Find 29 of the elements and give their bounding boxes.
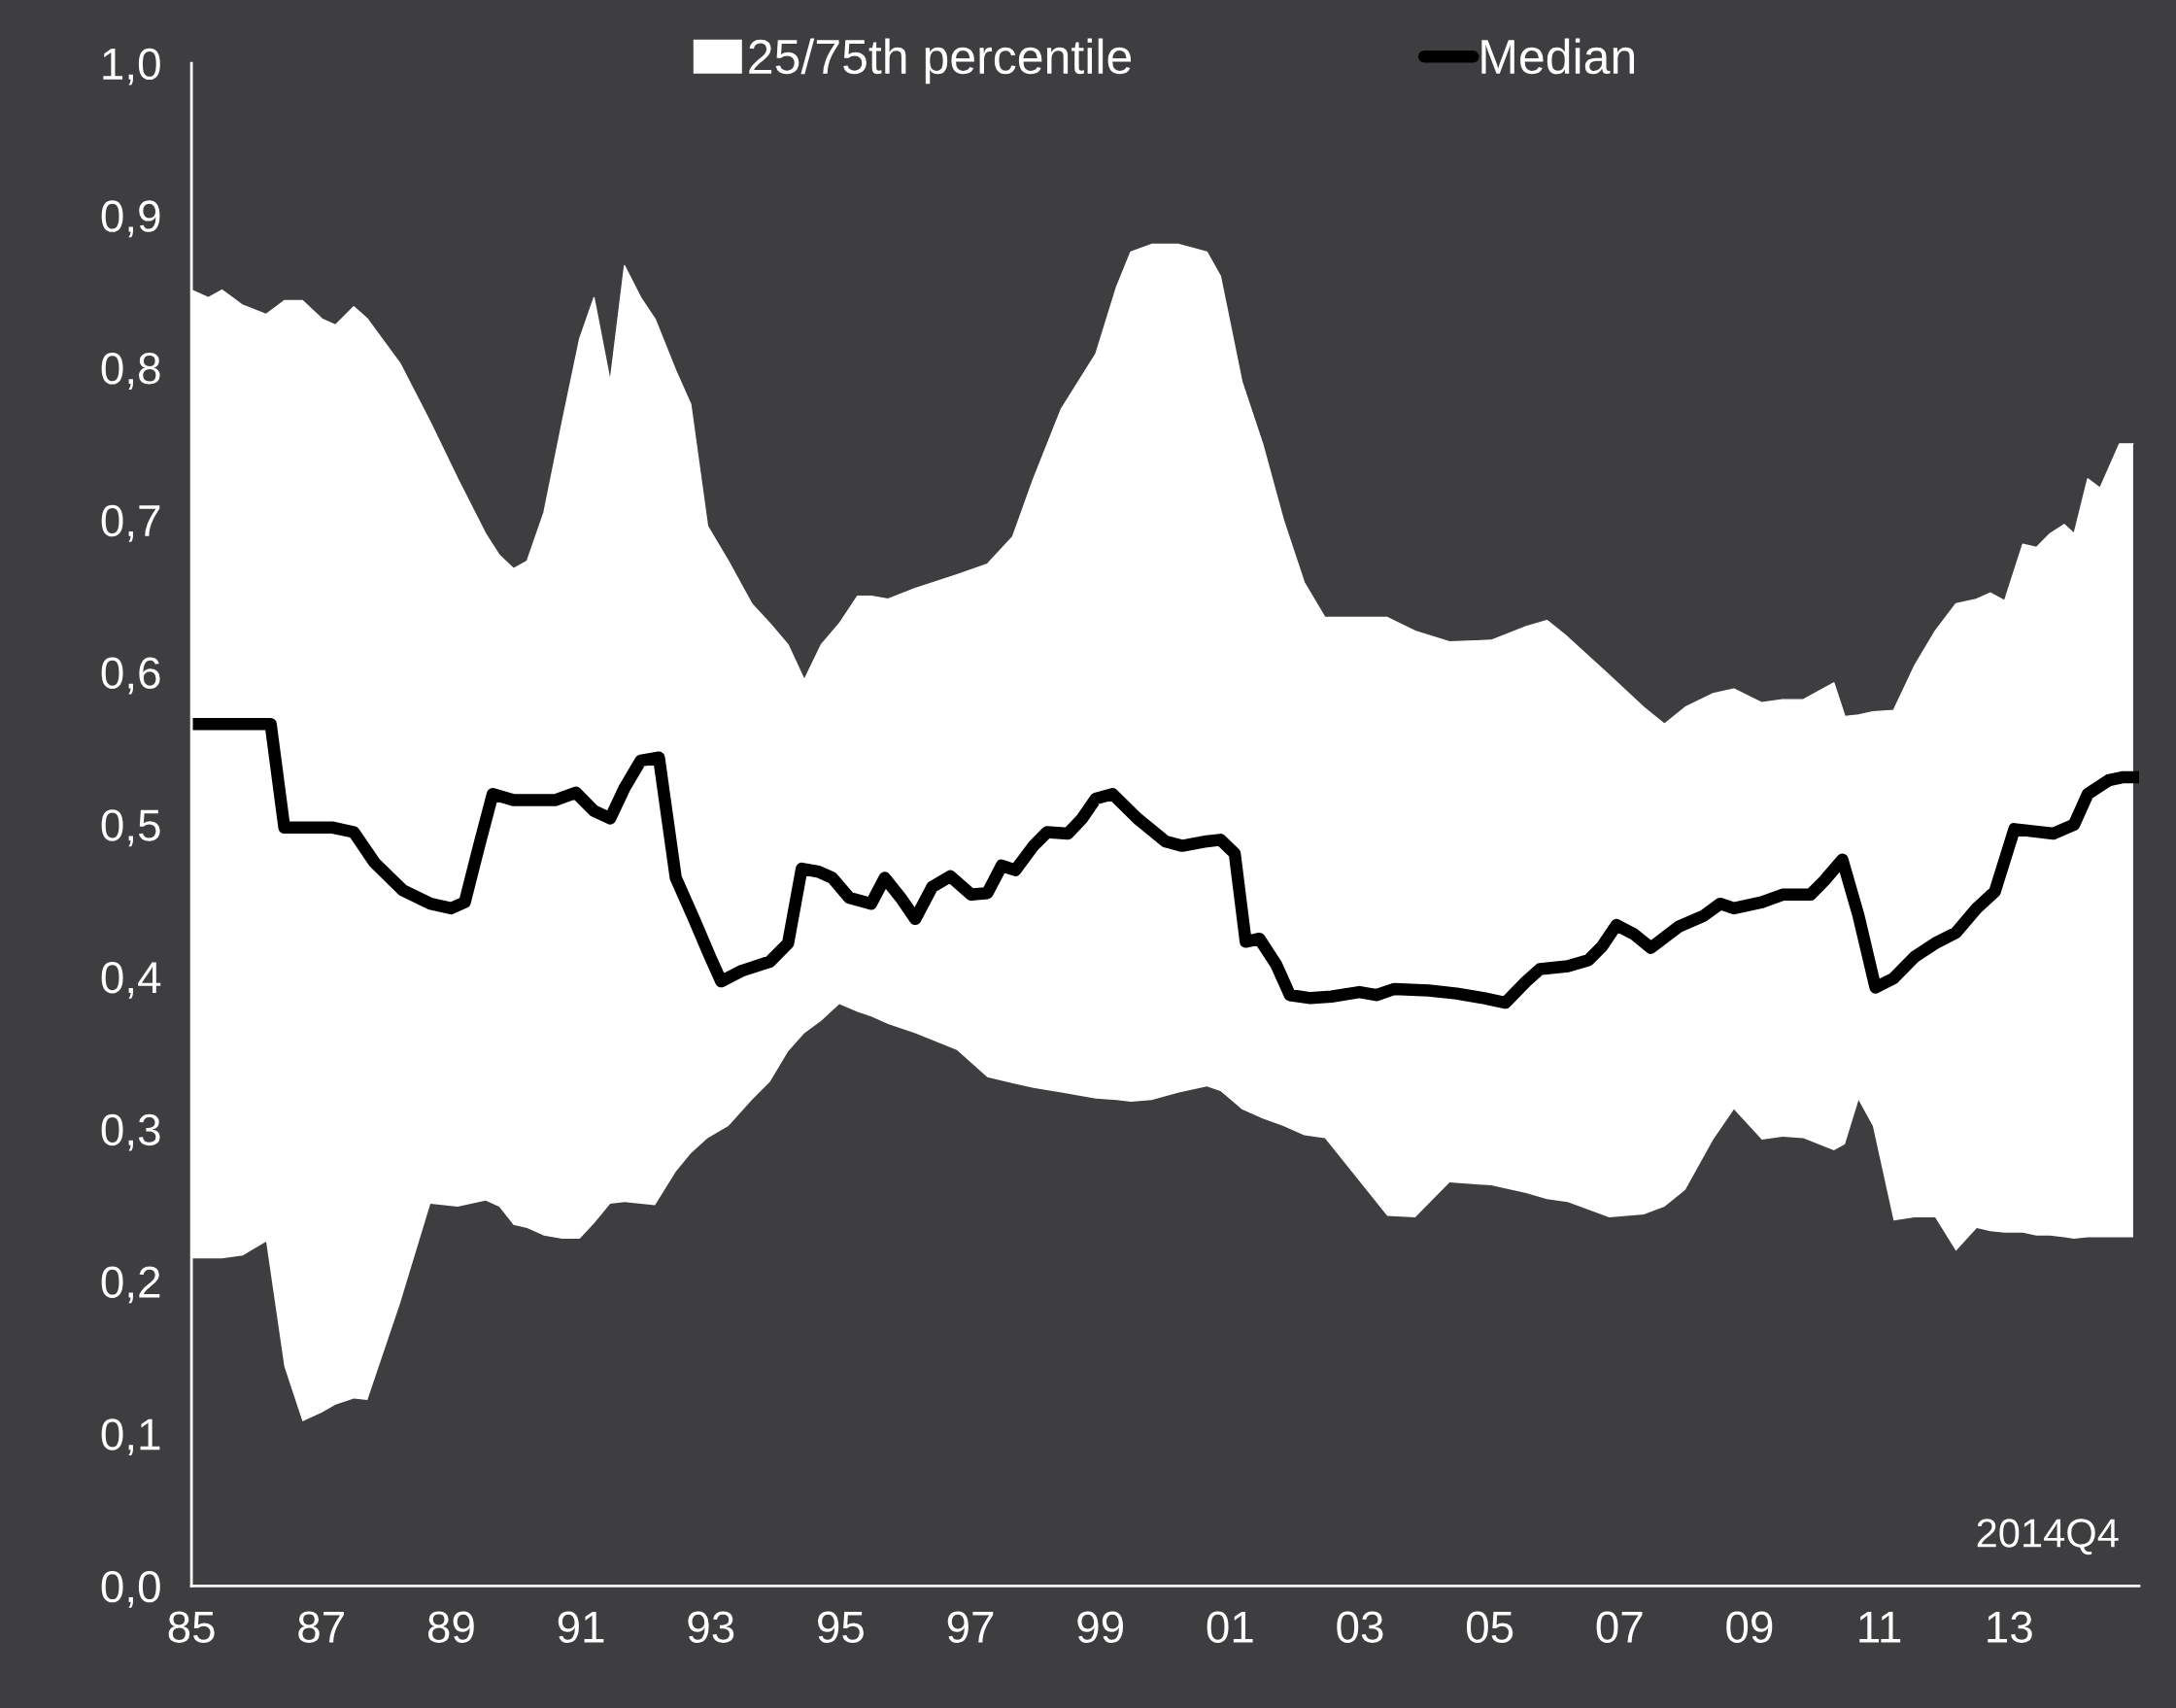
- x-tick-label: 93: [688, 1611, 734, 1643]
- y-tick-label: 0,9: [101, 200, 160, 238]
- x-tick-label: 95: [818, 1611, 864, 1643]
- y-tick-label: 0,4: [101, 962, 161, 999]
- y-tick-label: 0,8: [101, 353, 160, 390]
- x-tick-label: 05: [1466, 1611, 1513, 1643]
- annotation: 2014Q4: [1977, 1519, 2119, 1555]
- x-tick-label: 89: [427, 1611, 474, 1643]
- y-tick-label: 0,1: [101, 1418, 160, 1456]
- x-tick-label: 97: [947, 1611, 994, 1643]
- x-tick-label: 03: [1337, 1611, 1383, 1643]
- legend-label: 25/75th percentile: [749, 38, 1132, 85]
- y-tick-label: 0,0: [101, 1570, 160, 1608]
- x-tick-label: 09: [1726, 1611, 1773, 1643]
- y-tick-label: 1,0: [103, 48, 160, 85]
- y-tick-label: 0,6: [101, 657, 160, 695]
- x-tick-label: 99: [1077, 1611, 1124, 1643]
- x-tick-label: 85: [168, 1611, 215, 1643]
- y-tick-label: 0,7: [101, 504, 160, 542]
- x-tick-label: 87: [298, 1611, 344, 1643]
- x-tick-label: 07: [1596, 1611, 1643, 1643]
- y-tick-label: 0,2: [101, 1266, 160, 1304]
- x-tick-label: 11: [1859, 1611, 1901, 1643]
- y-tick-label: 0,5: [101, 809, 160, 847]
- x-tick-label: 91: [558, 1611, 604, 1643]
- x-tick-label: 01: [1207, 1611, 1253, 1643]
- x-tick-label: 13: [1988, 1611, 2032, 1643]
- y-tick-label: 0,3: [101, 1113, 160, 1151]
- legend-label: Median: [1481, 38, 1635, 75]
